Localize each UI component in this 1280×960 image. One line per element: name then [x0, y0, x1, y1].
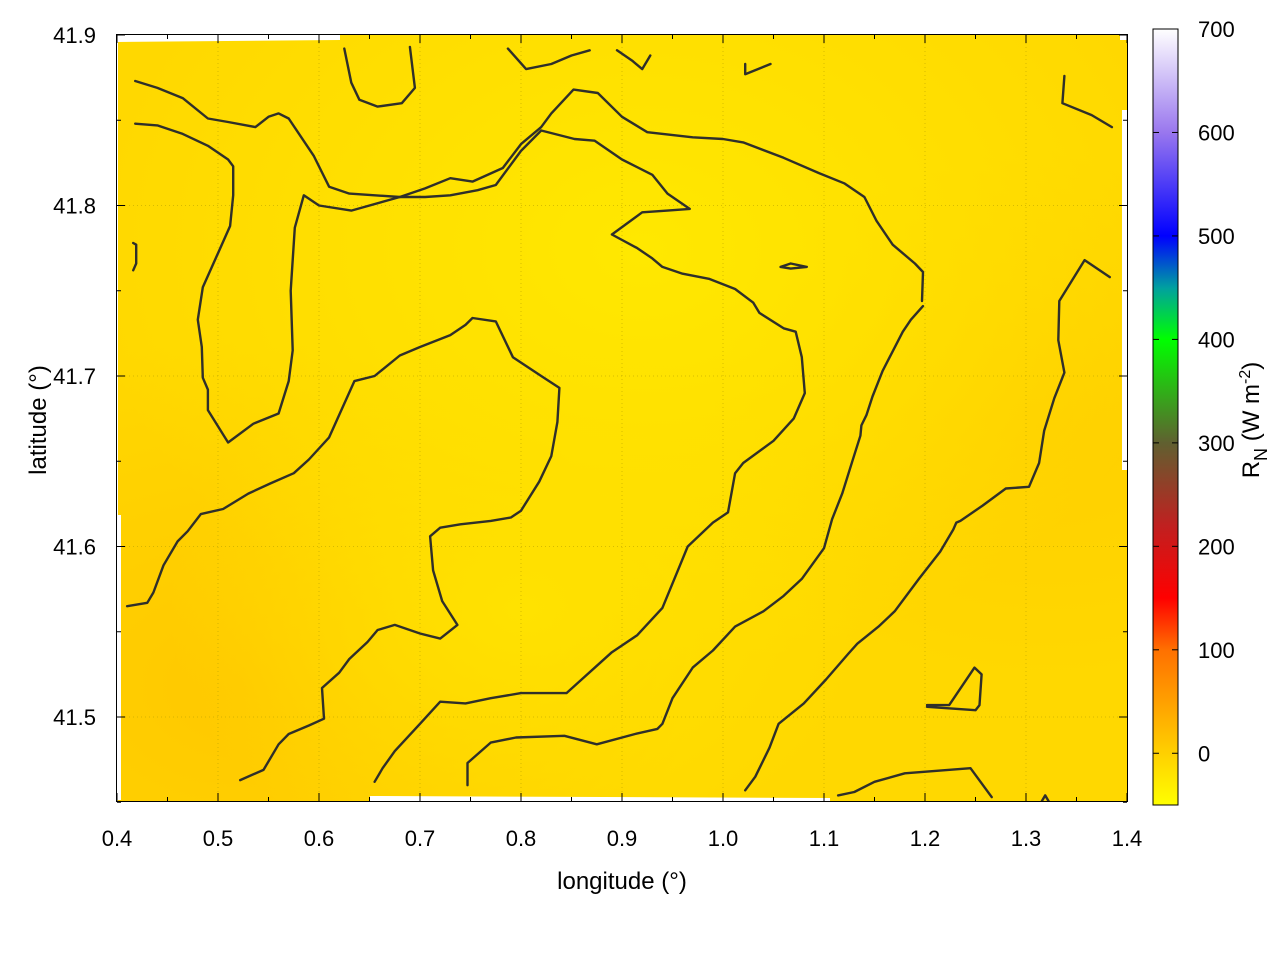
x-tick-label: 0.5: [203, 826, 234, 851]
colorbar-tick-labels: 0 100 200 300 400 500 600 700: [1198, 17, 1235, 766]
y-tick-label: 41.9: [53, 23, 96, 48]
colorbar-tick-label: 600: [1198, 120, 1235, 145]
colorbar-title-exp: -2: [1237, 370, 1254, 384]
x-tick-label: 1.2: [910, 826, 941, 851]
axis-ticks: [116, 34, 1128, 803]
heatmap-field: [118, 35, 1127, 801]
contour-line: [744, 62, 772, 76]
contour-line: [506, 47, 591, 71]
colorbar-title: RN (W m-2): [1237, 362, 1271, 479]
colorbar-tick-label: 500: [1198, 224, 1235, 249]
data-edge-gaps: [117, 34, 1128, 801]
colorbar-title-main: R: [1238, 461, 1265, 478]
contour-line: [132, 241, 138, 272]
colorbar: 0 100 200 300 400 500 600 700 RN (W m-2): [1152, 17, 1271, 806]
colorbar-gradient: [1152, 28, 1179, 806]
contour-line: [744, 258, 1111, 792]
colorbar-tick-label: 200: [1198, 534, 1235, 559]
contour-line: [134, 79, 925, 303]
field-shade-high-2: [118, 35, 1127, 801]
contour-line: [134, 122, 806, 783]
colorbar-tick-label: 100: [1198, 638, 1235, 663]
x-tick-label: 1.4: [1112, 826, 1143, 851]
x-tick-label: 1.3: [1011, 826, 1042, 851]
colorbar-title-units: (W m: [1238, 384, 1265, 448]
contour-line: [1040, 794, 1050, 801]
x-tick-label: 0.7: [405, 826, 436, 851]
colorbar-tick-label: 300: [1198, 431, 1235, 456]
x-tick-label: 0.4: [102, 826, 133, 851]
contour-line: [925, 666, 983, 712]
y-tick-label: 41.8: [53, 194, 96, 219]
contour-line: [343, 45, 417, 108]
y-tick-label: 41.6: [53, 535, 96, 560]
x-tick-label: 0.6: [304, 826, 335, 851]
contour-line: [615, 49, 652, 71]
contour-line: [779, 262, 808, 270]
y-tick-label: 41.5: [53, 705, 96, 730]
y-tick-label: 41.7: [53, 364, 96, 389]
x-tick-labels: 0.4 0.5 0.6 0.7 0.8 0.9 1.0 1.1 1.2 1.3 1.4: [102, 826, 1143, 851]
contour-line: [836, 767, 993, 799]
colorbar-tick-label: 400: [1198, 327, 1235, 352]
contour-lines: [125, 45, 1114, 801]
x-tick-label: 1.0: [708, 826, 739, 851]
colorbar-tick-label: 0: [1198, 741, 1210, 766]
x-tick-label: 1.1: [809, 826, 840, 851]
y-axis-title: latitude (°): [25, 365, 52, 475]
colorbar-title-close: ): [1238, 362, 1265, 370]
y-tick-labels: 41.5 41.6 41.7 41.8 41.9: [53, 23, 96, 730]
contour-line: [466, 304, 925, 787]
x-tick-label: 0.8: [506, 826, 537, 851]
colorbar-tick-label: 700: [1198, 17, 1235, 42]
plot-frame: [116, 34, 1128, 802]
contour-line: [125, 316, 561, 782]
contour-line: [1061, 74, 1114, 129]
colorbar-title-sub: N: [1251, 448, 1271, 461]
grid-lines: [117, 35, 1127, 801]
x-axis-title: longitude (°): [557, 868, 687, 895]
colorbar-ticks: [1153, 28, 1178, 754]
x-tick-label: 0.9: [607, 826, 638, 851]
